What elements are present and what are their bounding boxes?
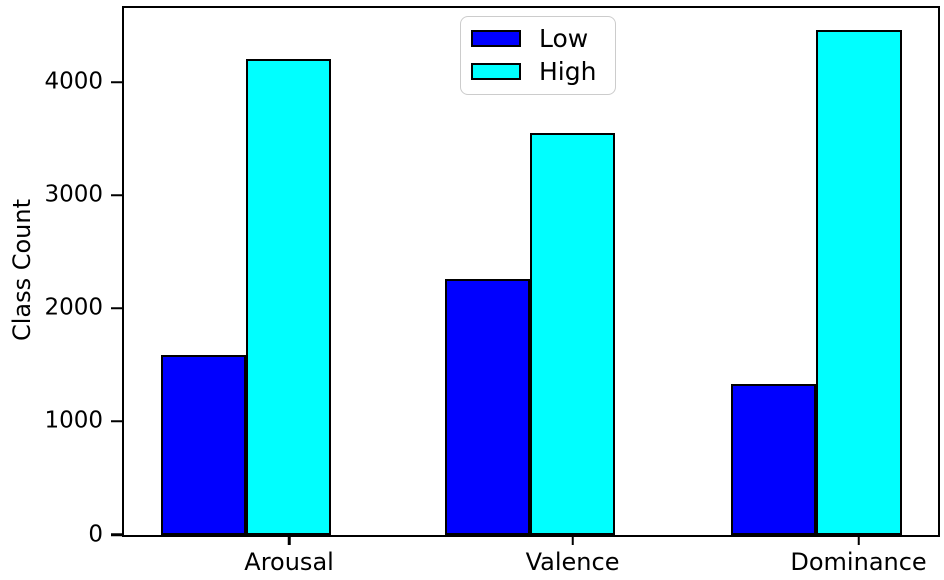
y-tick-mark-0: [111, 533, 125, 536]
y-tick-mark-4000: [111, 80, 125, 84]
x-tick-mark-arousal: [287, 537, 291, 545]
y-tick-mark-1000: [111, 420, 125, 423]
y-tick-label-2000: 2000: [44, 294, 103, 321]
bar-dominance-low: [731, 383, 817, 535]
legend-entry-low: Low: [471, 22, 605, 55]
y-tick-label-0: 0: [88, 521, 103, 547]
bar-valence-low: [444, 278, 531, 535]
x-tick-mark-dominance: [857, 537, 860, 545]
legend-label-low: Low: [539, 24, 589, 53]
bar-valence-high: [530, 133, 616, 535]
legend: Low High: [460, 16, 616, 95]
y-tick-label-3000: 3000: [44, 181, 103, 208]
bar-arousal-high: [246, 59, 332, 535]
y-tick-label-1000: 1000: [44, 407, 103, 434]
y-axis-tick-marks: [111, 9, 125, 536]
bar-arousal-low: [161, 354, 247, 535]
x-tick-label-dominance: Dominance: [790, 548, 927, 576]
y-tick-mark-3000: [111, 193, 125, 197]
legend-label-high: High: [539, 57, 597, 86]
y-tick-mark-2000: [111, 307, 125, 310]
x-axis: Arousal Valence Dominance: [125, 537, 938, 580]
x-tick-label-valence: Valence: [525, 548, 620, 576]
legend-swatch-high: [471, 63, 521, 80]
legend-swatch-low: [471, 30, 521, 47]
y-tick-label-4000: 4000: [44, 68, 103, 95]
x-tick-label-arousal: Arousal: [244, 548, 334, 576]
y-axis-tick-labels: 0 1000 2000 3000 4000: [0, 9, 103, 545]
x-tick-mark-valence: [571, 537, 574, 545]
plot-area: [122, 6, 940, 537]
legend-entry-high: High: [471, 55, 605, 88]
bar-dominance-high: [816, 30, 902, 535]
